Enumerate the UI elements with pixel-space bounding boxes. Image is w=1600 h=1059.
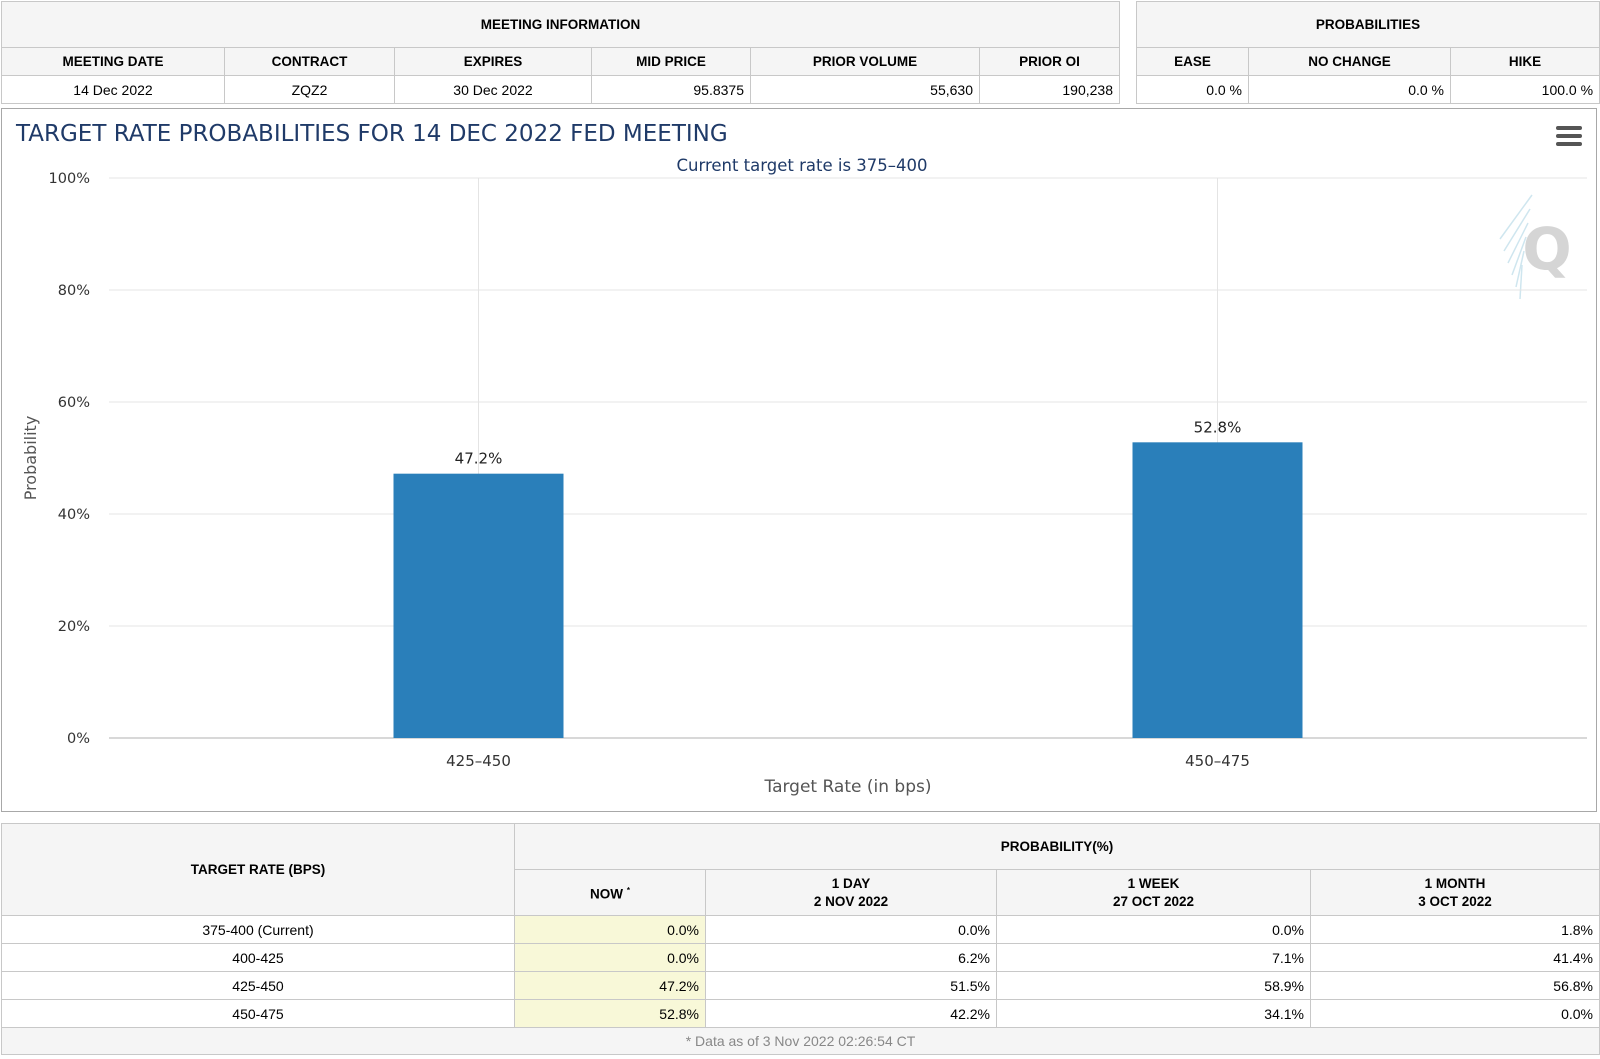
target-rate-cell: 375-400 (Current) bbox=[1, 915, 515, 944]
target-rate-cell: 400-425 bbox=[1, 943, 515, 972]
prior-oi-value: 190,238 bbox=[979, 75, 1120, 104]
mid-price-value: 95.8375 bbox=[591, 75, 751, 104]
probability-bar-chart: TARGET RATE PROBABILITIES FOR 14 DEC 202… bbox=[15, 121, 1587, 797]
probability-cell: 56.8% bbox=[1310, 971, 1600, 1000]
col-1week-label: 1 WEEK bbox=[1127, 875, 1180, 891]
col-now-label: NOW bbox=[590, 886, 624, 902]
y-tick-label: 80% bbox=[58, 283, 90, 299]
meeting-date-value: 14 Dec 2022 bbox=[1, 75, 225, 104]
probability-cell: 0.0% bbox=[996, 915, 1311, 944]
hamburger-menu-icon[interactable] bbox=[1556, 126, 1582, 148]
y-tick-label: 60% bbox=[58, 395, 90, 411]
probability-cell: 0.0% bbox=[514, 943, 706, 972]
col-now-header: NOW * bbox=[514, 869, 706, 916]
probability-cell: 1.8% bbox=[1310, 915, 1600, 944]
bar bbox=[393, 473, 564, 738]
expires-header: EXPIRES bbox=[394, 47, 592, 76]
col-1month-label: 1 MONTH bbox=[1424, 875, 1486, 891]
probability-cell: 51.5% bbox=[705, 971, 997, 1000]
target-rate-header: TARGET RATE (BPS) bbox=[1, 823, 515, 916]
y-tick-label: 0% bbox=[67, 731, 90, 747]
probability-cell: 41.4% bbox=[1310, 943, 1600, 972]
no-change-value: 0.0 % bbox=[1248, 75, 1451, 104]
probability-header: PROBABILITY(%) bbox=[514, 823, 1600, 870]
target-rate-cell: 450-475 bbox=[1, 999, 515, 1028]
table-row: 400-425 0.0% 6.2% 7.1% 41.4% bbox=[1, 943, 1600, 972]
y-tick-label: 40% bbox=[58, 507, 90, 523]
probabilities-table: PROBABILITIES EASE NO CHANGE HIKE 0.0 % … bbox=[1135, 1, 1600, 104]
probability-cell: 6.2% bbox=[705, 943, 997, 972]
expires-value: 30 Dec 2022 bbox=[394, 75, 592, 104]
y-axis-label: Probability bbox=[21, 416, 40, 501]
probability-cell: 0.0% bbox=[705, 915, 997, 944]
table-row: 450-475 52.8% 42.2% 34.1% 0.0% bbox=[1, 999, 1600, 1028]
probabilities-title: PROBABILITIES bbox=[1135, 1, 1600, 48]
col-1day-date: 2 NOV 2022 bbox=[813, 893, 889, 909]
prior-oi-header: PRIOR OI bbox=[979, 47, 1120, 76]
watermark-letter: Q bbox=[1522, 215, 1571, 283]
prior-volume-value: 55,630 bbox=[750, 75, 980, 104]
data-timestamp-footnote: * Data as of 3 Nov 2022 02:26:54 CT bbox=[1, 1027, 1600, 1055]
col-1week-date: 27 OCT 2022 bbox=[1112, 893, 1195, 909]
table-row: 425-450 47.2% 51.5% 58.9% 56.8% bbox=[1, 971, 1600, 1000]
target-rate-cell: 425-450 bbox=[1, 971, 515, 1000]
probability-cell: 0.0% bbox=[1310, 999, 1600, 1028]
y-tick-label: 20% bbox=[58, 619, 90, 635]
hike-header: HIKE bbox=[1449, 47, 1600, 76]
probability-cell: 34.1% bbox=[996, 999, 1311, 1028]
no-change-header: NO CHANGE bbox=[1248, 47, 1451, 76]
x-axis-label: Target Rate (in bps) bbox=[764, 777, 932, 797]
probability-cell: 0.0% bbox=[514, 915, 706, 944]
contract-value: ZQZ2 bbox=[224, 75, 395, 104]
chart-title: TARGET RATE PROBABILITIES FOR 14 DEC 202… bbox=[15, 121, 728, 147]
contract-header: CONTRACT bbox=[224, 47, 395, 76]
bar-value-label: 52.8% bbox=[1194, 418, 1242, 436]
chart-subtitle: Current target rate is 375–400 bbox=[676, 156, 927, 175]
col-1week-header: 1 WEEK 27 OCT 2022 bbox=[996, 869, 1311, 916]
col-1month-header: 1 MONTH 3 OCT 2022 bbox=[1310, 869, 1600, 916]
col-1month-date: 3 OCT 2022 bbox=[1418, 893, 1492, 909]
meeting-information-table: MEETING INFORMATION MEETING DATE CONTRAC… bbox=[1, 1, 1120, 104]
x-tick-label: 425–450 bbox=[446, 752, 511, 770]
prior-volume-header: PRIOR VOLUME bbox=[750, 47, 980, 76]
footnote-marker: * bbox=[626, 885, 630, 895]
y-tick-label: 100% bbox=[49, 171, 90, 187]
col-1day-header: 1 DAY 2 NOV 2022 bbox=[705, 869, 997, 916]
probability-cell: 47.2% bbox=[514, 971, 706, 1000]
bar-value-label: 47.2% bbox=[455, 450, 503, 468]
chart-panel: TARGET RATE PROBABILITIES FOR 14 DEC 202… bbox=[1, 108, 1597, 812]
mid-price-header: MID PRICE bbox=[591, 47, 751, 76]
meeting-information-title: MEETING INFORMATION bbox=[1, 1, 1120, 48]
ease-header: EASE bbox=[1136, 47, 1249, 76]
probability-cell: 52.8% bbox=[514, 999, 706, 1028]
quikstrike-logo-watermark bbox=[1499, 194, 1533, 300]
bar bbox=[1132, 442, 1303, 738]
hike-value: 100.0 % bbox=[1449, 75, 1600, 104]
probability-cell: 7.1% bbox=[996, 943, 1311, 972]
ease-value: 0.0 % bbox=[1136, 75, 1249, 104]
x-tick-label: 450–475 bbox=[1185, 752, 1250, 770]
meeting-date-header: MEETING DATE bbox=[1, 47, 225, 76]
probability-cell: 42.2% bbox=[705, 999, 997, 1028]
col-1day-label: 1 DAY bbox=[831, 875, 871, 891]
table-row: 375-400 (Current) 0.0% 0.0% 0.0% 1.8% bbox=[1, 915, 1600, 944]
probability-history-table: TARGET RATE (BPS) PROBABILITY(%) NOW * 1… bbox=[1, 823, 1600, 1055]
probability-cell: 58.9% bbox=[996, 971, 1311, 1000]
